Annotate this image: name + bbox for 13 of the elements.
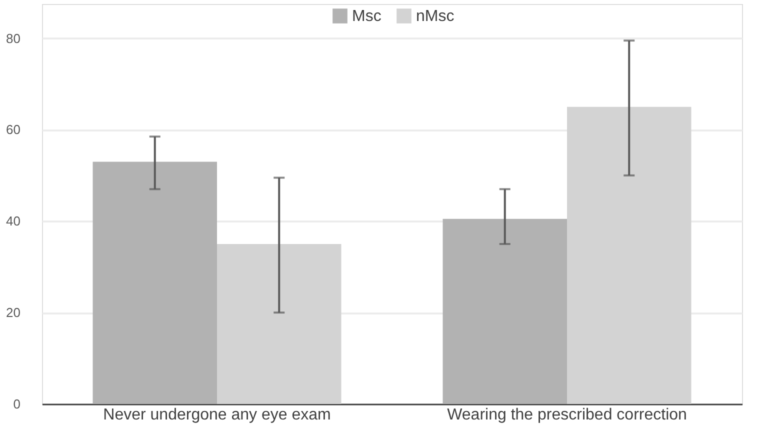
x-tick-label: Wearing the prescribed correction [447,406,687,424]
bar [567,106,692,404]
y-tick-label: 0 [13,396,20,412]
bar [217,244,342,404]
bar [92,162,217,404]
y-tick-label: 80 [6,30,20,46]
legend-label: Msc [352,8,382,25]
y-tick-label: 40 [6,214,20,229]
x-tick-label: Never undergone any eye exam [103,406,331,424]
y-tick-label: 60 [6,122,20,138]
legend-label: nMsc [416,8,454,25]
y-tick-label: 20 [6,305,20,320]
bar [442,218,567,404]
